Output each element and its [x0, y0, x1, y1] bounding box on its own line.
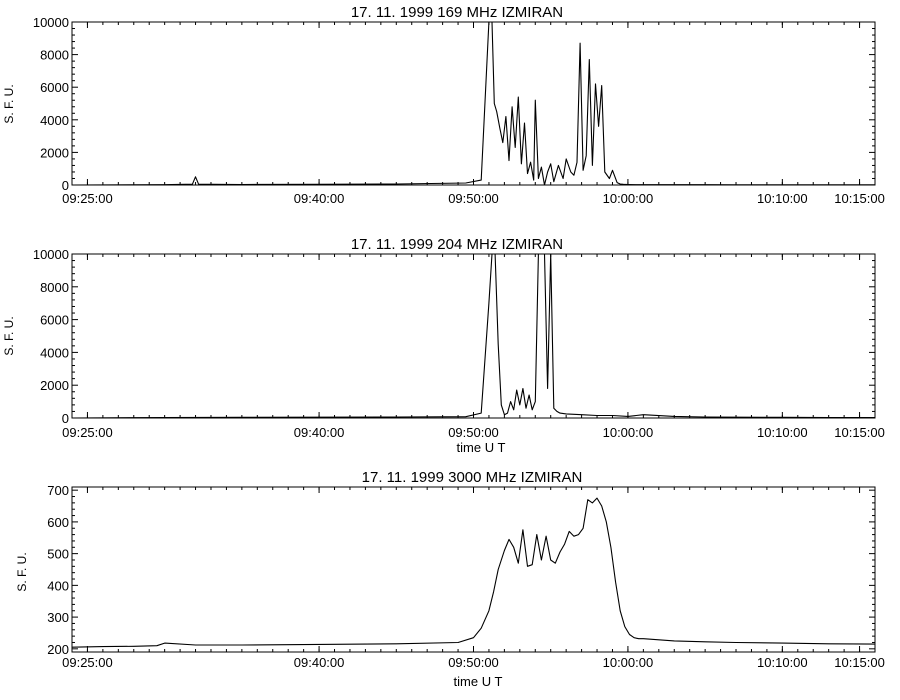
- x-tick-label: 10:15:00: [834, 191, 885, 206]
- x-tick-label: 10:00:00: [603, 191, 654, 206]
- series-line-0: [71, 497, 876, 648]
- y-tick-label: 500: [47, 547, 69, 562]
- y-tick-label: 200: [47, 642, 69, 657]
- y-axis-label: S. F. U.: [2, 316, 16, 355]
- x-tick-label: 09:25:00: [62, 425, 113, 440]
- y-ticks: 200 300 400 500 600 700: [47, 483, 875, 657]
- y-ticks: 0 2000 4000 6000 8000 10000: [33, 247, 875, 426]
- y-tick-label: 4000: [40, 345, 69, 360]
- x-tick-label: 10:15:00: [834, 655, 885, 670]
- y-tick-label: 700: [47, 483, 69, 498]
- series-group: [71, 497, 876, 648]
- x-tick-label: 09:50:00: [448, 191, 499, 206]
- x-axis-label: time U T: [457, 440, 506, 455]
- plot-frame: [71, 486, 876, 653]
- y-tick-label: 10000: [33, 247, 69, 262]
- chart-panel-204mhz: 17. 11. 1999 204 MHz IZMIRAN S. F. U. ti…: [2, 236, 885, 455]
- series-line-0: [71, 253, 875, 419]
- x-tick-label: 10:15:00: [834, 425, 885, 440]
- series-line-0: [71, 21, 875, 186]
- x-tick-label: 10:00:00: [603, 425, 654, 440]
- series-group: [71, 253, 875, 419]
- y-tick-label: 600: [47, 515, 69, 530]
- x-tick-label: 10:00:00: [603, 655, 654, 670]
- chart-panel-169mhz: 17. 11. 1999 169 MHz IZMIRAN S. F. U. 0 2…: [2, 4, 885, 206]
- x-tick-label: 10:10:00: [757, 655, 808, 670]
- x-tick-label: 10:10:00: [757, 191, 808, 206]
- y-tick-label: 0: [62, 411, 69, 426]
- x-tick-label: 10:10:00: [757, 425, 808, 440]
- plot-frame: [71, 253, 876, 419]
- x-tick-label: 09:40:00: [294, 425, 345, 440]
- y-tick-label: 10000: [33, 15, 69, 30]
- y-tick-label: 0: [62, 178, 69, 193]
- y-ticks: 0 2000 4000 6000 8000 10000: [33, 15, 875, 193]
- x-tick-label: 09:50:00: [448, 655, 499, 670]
- x-tick-label: 09:25:00: [62, 191, 113, 206]
- y-tick-label: 2000: [40, 145, 69, 160]
- y-tick-label: 300: [47, 610, 69, 625]
- plot-frame: [71, 21, 876, 186]
- x-tick-label: 09:50:00: [448, 425, 499, 440]
- chart-panel-3000mhz: 17. 11. 1999 3000 MHz IZMIRAN S. F. U. t…: [15, 469, 885, 689]
- x-ticks: 09:25:00 09:40:00 09:50:00 10:00:00 10:10:00…: [62, 22, 885, 206]
- chart-title: 17. 11. 1999 3000 MHz IZMIRAN: [362, 469, 583, 486]
- chart-title: 17. 11. 1999 169 MHz IZMIRAN: [351, 4, 563, 21]
- y-tick-label: 4000: [40, 113, 69, 128]
- x-tick-label: 09:40:00: [294, 655, 345, 670]
- y-axis-label: S. F. U.: [15, 552, 29, 591]
- y-tick-label: 8000: [40, 48, 69, 63]
- y-axis-label: S. F. U.: [2, 84, 16, 123]
- x-tick-label: 09:25:00: [62, 655, 113, 670]
- series-group: [71, 21, 875, 186]
- y-tick-label: 2000: [40, 378, 69, 393]
- x-tick-label: 09:40:00: [294, 191, 345, 206]
- y-tick-label: 8000: [40, 280, 69, 295]
- y-tick-label: 6000: [40, 80, 69, 95]
- y-tick-label: 6000: [40, 313, 69, 328]
- x-ticks: 09:25:00 09:40:00 09:50:00 10:00:00 10:10:00…: [62, 254, 885, 440]
- chart-title: 17. 11. 1999 204 MHz IZMIRAN: [351, 236, 563, 253]
- y-tick-label: 400: [47, 578, 69, 593]
- x-axis-label: time U T: [454, 674, 503, 689]
